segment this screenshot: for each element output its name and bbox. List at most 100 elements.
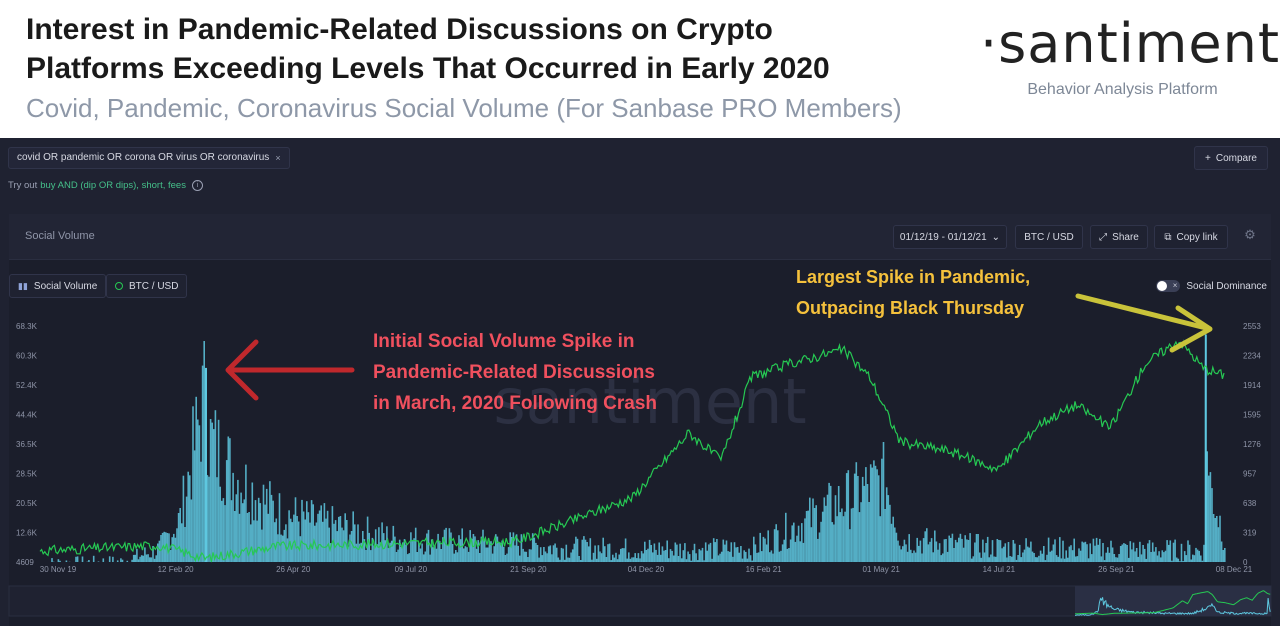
social-volume-bar (799, 541, 801, 562)
social-volume-bar (903, 539, 906, 562)
social-volume-bar (381, 522, 383, 562)
social-volume-bar (833, 524, 835, 562)
social-volume-bar (820, 521, 822, 562)
social-volume-bar (88, 560, 90, 562)
date-range-picker[interactable]: 01/12/19 - 01/12/21 ⌄ (893, 225, 1007, 249)
social-volume-bar (352, 511, 354, 562)
social-volume-bar (402, 542, 404, 562)
social-volume-bar (684, 543, 686, 562)
social-volume-bar (597, 545, 600, 562)
social-volume-bar (990, 554, 992, 562)
social-volume-bar (850, 508, 853, 562)
legend-btc-usd[interactable]: BTC / USD (106, 274, 188, 298)
copy-link-button[interactable]: ⧉ Copy link (1154, 225, 1228, 249)
social-volume-bar (791, 525, 793, 562)
social-dominance-toggle[interactable]: × Social Dominance (1156, 280, 1267, 292)
social-volume-bar (451, 544, 454, 562)
social-volume-bar (567, 557, 569, 562)
social-volume-bar (536, 545, 539, 562)
social-volume-bar (1095, 537, 1098, 562)
social-volume-bar (804, 518, 806, 562)
social-volume-bar (238, 513, 241, 562)
close-icon[interactable]: × (275, 153, 281, 163)
social-volume-bar (416, 552, 419, 562)
social-volume-bar (982, 539, 984, 562)
search-query-chip[interactable]: covid OR pandemic OR corona OR virus OR … (8, 147, 290, 169)
social-volume-bar (474, 536, 476, 562)
social-volume-bar (1139, 541, 1141, 562)
left-axis-tick-label: 68.3K (16, 322, 38, 331)
toggle-switch[interactable]: × (1156, 280, 1181, 292)
social-volume-bar (1107, 547, 1109, 562)
right-axis-tick-label: 2234 (1243, 352, 1261, 361)
legend-social-volume[interactable]: ▮▮ Social Volume (9, 274, 107, 298)
compare-button[interactable]: + Compare (1194, 146, 1268, 170)
social-volume-bar (703, 560, 705, 562)
social-volume-bar (688, 554, 691, 562)
social-volume-bar (267, 513, 270, 562)
social-volume-bar (285, 524, 287, 562)
social-volume-bar (312, 504, 314, 562)
social-volume-bar (922, 538, 925, 562)
social-volume-bar (269, 481, 271, 562)
social-volume-bar (921, 553, 923, 562)
social-volume-bar (414, 527, 417, 562)
social-volume-bar (1026, 546, 1029, 562)
social-volume-chart[interactable]: santiment 68.3K 60.3K 52.4K 44.4K 36.5K 28.5K 2… (0, 138, 1280, 626)
yellow-annotation-line-2: Outpacing Black Thursday (796, 298, 1025, 318)
social-volume-bar (1030, 541, 1032, 562)
social-volume-bar (1025, 538, 1027, 562)
social-volume-bar (378, 527, 380, 562)
social-volume-bar (1004, 543, 1007, 562)
social-volume-bar (847, 470, 850, 562)
social-volume-bar (227, 436, 230, 562)
social-volume-bar (1187, 540, 1189, 562)
social-volume-bar (169, 550, 172, 562)
social-volume-bar (704, 542, 707, 562)
social-volume-bar (706, 550, 709, 562)
social-volume-bar (559, 559, 561, 562)
social-volume-bar (155, 555, 157, 562)
yellow-arrow-head (1169, 305, 1213, 353)
social-volume-bar (320, 505, 322, 562)
social-volume-bar (427, 529, 430, 562)
social-volume-bar (690, 560, 693, 562)
social-volume-bar (341, 527, 343, 562)
social-volume-bar (983, 552, 986, 562)
social-volume-bar (613, 557, 616, 562)
page-subtitle: Covid, Pandemic, Coronavirus Social Volu… (26, 93, 902, 123)
social-volume-bar (945, 539, 947, 562)
santiment-watermark: santiment (493, 365, 806, 438)
social-volume-bar (634, 553, 636, 562)
social-volume-bar (759, 532, 761, 562)
social-volume-bar (604, 546, 606, 562)
social-volume-bar (993, 556, 995, 562)
social-volume-bar (1043, 546, 1045, 562)
social-volume-bar (805, 511, 808, 562)
social-volume-bar (382, 533, 385, 562)
social-volume-bar (1014, 543, 1016, 562)
social-volume-bar (515, 534, 518, 562)
tryout-query-link[interactable]: buy AND (dip OR dips), short, fees (40, 180, 186, 191)
social-volume-bar (610, 560, 612, 562)
pair-selector[interactable]: BTC / USD (1015, 225, 1083, 249)
info-icon[interactable]: i (191, 180, 203, 191)
social-volume-bar (687, 551, 689, 562)
social-volume-bar (59, 560, 61, 562)
social-volume-bar (1134, 551, 1136, 562)
social-volume-bar (411, 541, 414, 562)
right-axis-tick-label: 2553 (1243, 322, 1261, 331)
social-volume-bar (650, 545, 652, 562)
social-volume-bar (551, 554, 553, 562)
social-volume-bar (629, 558, 632, 562)
share-button[interactable]: ⤢ Share (1090, 225, 1148, 249)
social-volume-bar (674, 542, 677, 562)
social-volume-bar (821, 511, 824, 562)
social-volume-bar (831, 522, 834, 562)
social-volume-bar (509, 532, 511, 562)
social-volume-bar (418, 542, 420, 562)
social-volume-bar (310, 500, 313, 562)
social-volume-bar (331, 506, 334, 562)
social-volume-bar (765, 544, 768, 562)
gear-icon[interactable]: ⚙ (1244, 227, 1256, 242)
